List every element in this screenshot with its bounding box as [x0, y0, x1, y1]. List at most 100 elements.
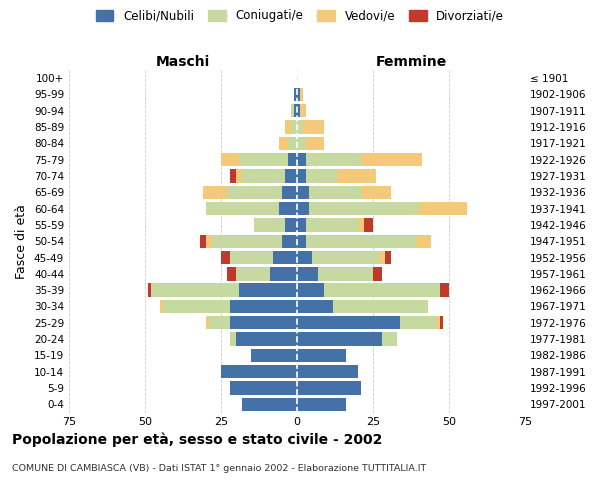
Bar: [269, 267, 297, 280]
Bar: [151, 284, 239, 297]
Bar: [242, 398, 297, 411]
Bar: [282, 234, 297, 248]
Bar: [297, 202, 309, 215]
Bar: [358, 218, 364, 232]
Bar: [230, 332, 236, 346]
Bar: [297, 382, 361, 394]
Bar: [297, 365, 358, 378]
Bar: [297, 88, 300, 101]
Bar: [285, 120, 291, 134]
Bar: [440, 284, 449, 297]
Bar: [230, 300, 297, 313]
Bar: [312, 251, 379, 264]
Bar: [325, 284, 440, 297]
Bar: [230, 316, 297, 330]
Bar: [400, 316, 437, 330]
Bar: [416, 234, 431, 248]
Bar: [294, 88, 297, 101]
Bar: [306, 153, 361, 166]
Bar: [221, 153, 239, 166]
Bar: [291, 104, 294, 118]
Bar: [209, 316, 230, 330]
Bar: [239, 284, 297, 297]
Bar: [230, 251, 272, 264]
Bar: [163, 300, 230, 313]
Bar: [221, 365, 297, 378]
Bar: [236, 267, 269, 280]
Bar: [200, 234, 206, 248]
Bar: [206, 202, 279, 215]
Bar: [285, 170, 297, 182]
Bar: [230, 382, 297, 394]
Bar: [230, 170, 236, 182]
Bar: [373, 267, 382, 280]
Bar: [236, 332, 297, 346]
Bar: [318, 267, 373, 280]
Bar: [272, 251, 297, 264]
Bar: [212, 234, 282, 248]
Bar: [279, 202, 297, 215]
Bar: [300, 88, 303, 101]
Bar: [297, 153, 306, 166]
Bar: [361, 186, 391, 199]
Bar: [437, 316, 440, 330]
Bar: [309, 202, 419, 215]
Bar: [297, 218, 306, 232]
Bar: [206, 316, 209, 330]
Bar: [297, 104, 300, 118]
Bar: [440, 316, 443, 330]
Bar: [297, 348, 346, 362]
Bar: [297, 234, 306, 248]
Bar: [236, 170, 242, 182]
Bar: [285, 218, 297, 232]
Bar: [206, 234, 212, 248]
Bar: [254, 218, 285, 232]
Text: COMUNE DI CAMBIASCA (VB) - Dati ISTAT 1° gennaio 2002 - Elaborazione TUTTITALIA.: COMUNE DI CAMBIASCA (VB) - Dati ISTAT 1°…: [12, 464, 426, 473]
Bar: [306, 170, 337, 182]
Bar: [306, 234, 416, 248]
Bar: [221, 251, 230, 264]
Bar: [309, 186, 361, 199]
Text: Maschi: Maschi: [156, 55, 210, 69]
Text: Popolazione per età, sesso e stato civile - 2002: Popolazione per età, sesso e stato civil…: [12, 432, 382, 447]
Bar: [382, 332, 397, 346]
Bar: [297, 398, 346, 411]
Bar: [279, 136, 288, 150]
Bar: [297, 332, 382, 346]
Bar: [203, 186, 227, 199]
Bar: [361, 153, 422, 166]
Bar: [385, 251, 391, 264]
Bar: [288, 153, 297, 166]
Bar: [297, 136, 306, 150]
Bar: [306, 218, 358, 232]
Bar: [297, 284, 325, 297]
Y-axis label: Fasce di età: Fasce di età: [16, 204, 28, 279]
Bar: [297, 170, 306, 182]
Text: Femmine: Femmine: [376, 55, 446, 69]
Bar: [297, 120, 303, 134]
Bar: [148, 284, 151, 297]
Bar: [242, 170, 285, 182]
Bar: [419, 202, 467, 215]
Bar: [160, 300, 163, 313]
Legend: Celibi/Nubili, Coniugati/e, Vedovi/e, Divorziati/e: Celibi/Nubili, Coniugati/e, Vedovi/e, Di…: [92, 6, 508, 26]
Bar: [379, 251, 385, 264]
Bar: [297, 251, 312, 264]
Bar: [334, 300, 428, 313]
Bar: [297, 267, 318, 280]
Bar: [297, 316, 400, 330]
Bar: [291, 120, 297, 134]
Bar: [294, 104, 297, 118]
Bar: [306, 136, 325, 150]
Bar: [282, 186, 297, 199]
Bar: [297, 186, 309, 199]
Bar: [251, 348, 297, 362]
Bar: [364, 218, 373, 232]
Bar: [300, 104, 306, 118]
Bar: [227, 267, 236, 280]
Bar: [297, 300, 334, 313]
Bar: [303, 120, 325, 134]
Bar: [239, 153, 288, 166]
Bar: [337, 170, 376, 182]
Bar: [288, 136, 297, 150]
